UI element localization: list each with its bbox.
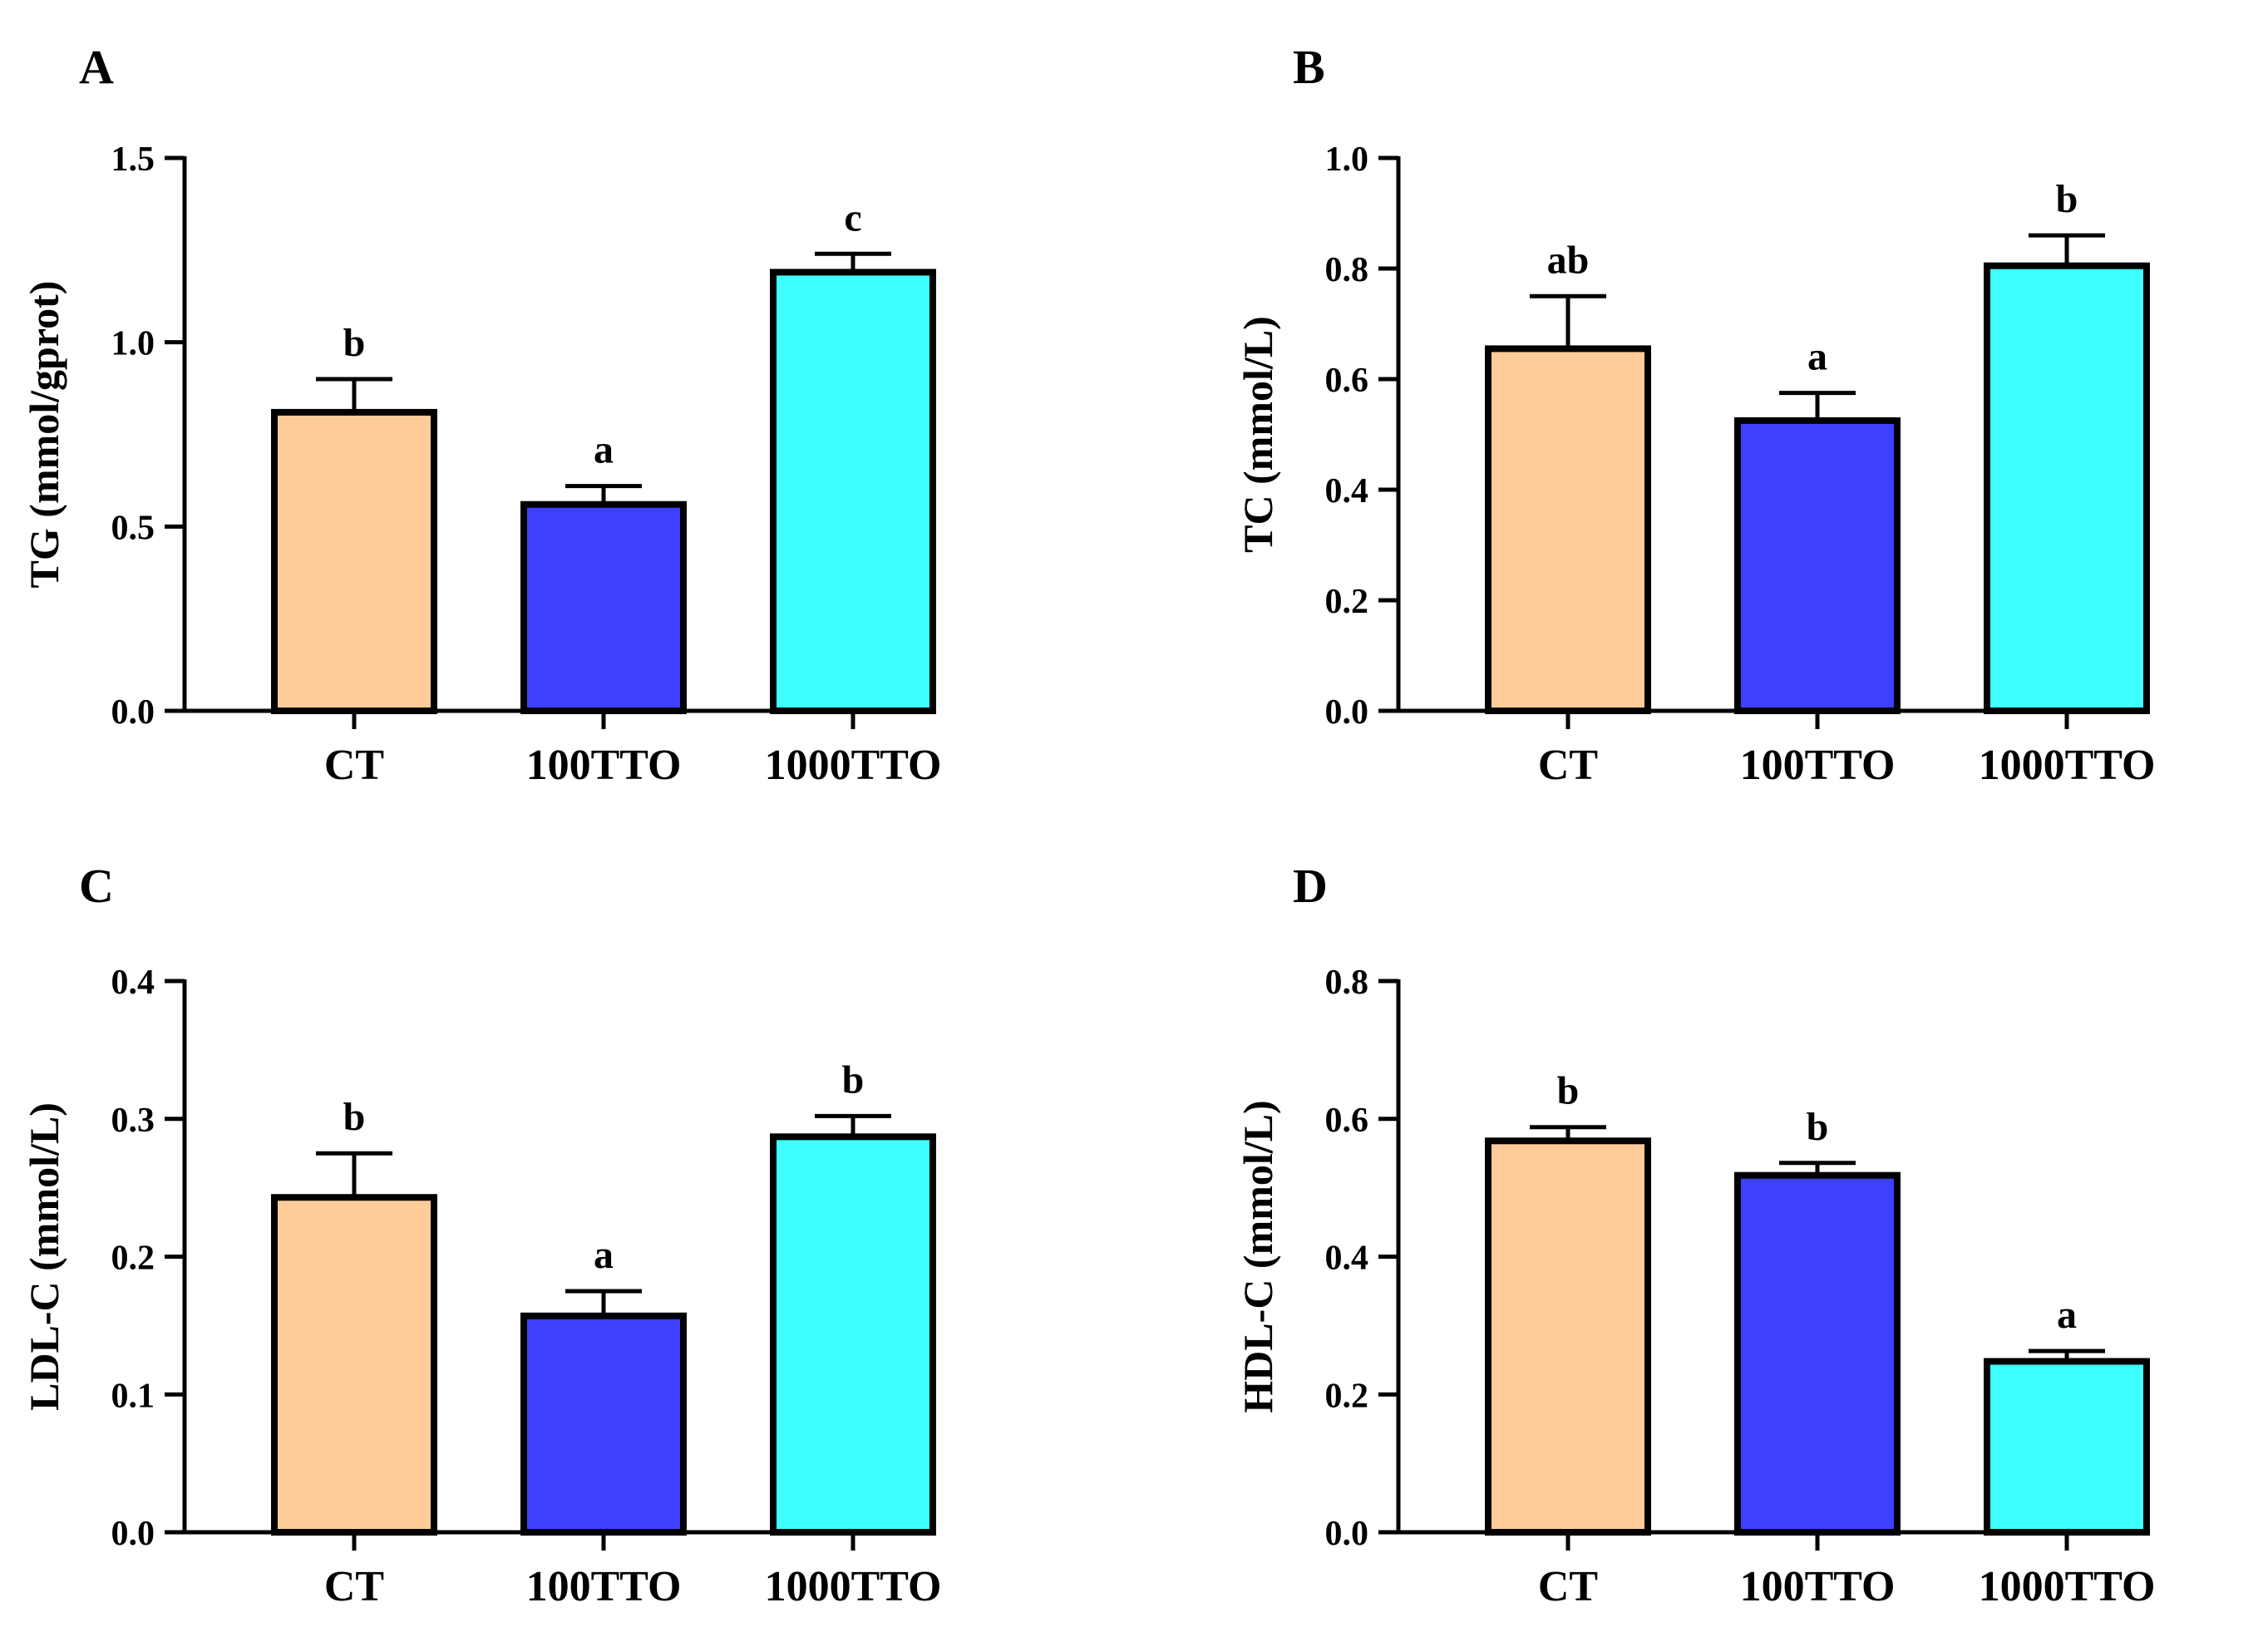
- bar-1000TTO: [1984, 262, 2150, 714]
- x-tick-label: 1000TTO: [1979, 742, 2156, 789]
- significance-letter: b: [2056, 177, 2078, 221]
- y-tick-label: 0.2: [1325, 1377, 1369, 1415]
- significance-letter: a: [2057, 1293, 2077, 1337]
- x-tick-label: 100TTO: [526, 1563, 682, 1610]
- y-tick-label: 0.6: [1325, 362, 1369, 400]
- x-tick-label: 100TTO: [1740, 742, 1896, 789]
- bar-100TTO: [1734, 417, 1901, 714]
- bar-100TTO: [520, 1312, 687, 1536]
- x-tick-label: CT: [1538, 742, 1598, 789]
- panel-label: D: [1293, 859, 1328, 913]
- y-tick-label: 1.5: [111, 141, 155, 179]
- bar-CT: [1485, 345, 1651, 714]
- y-tick-label: 0.6: [1325, 1102, 1369, 1140]
- bar-1000TTO: [1984, 1358, 2150, 1536]
- y-tick-label: 0.0: [1325, 693, 1369, 732]
- x-tick-label: 1000TTO: [765, 742, 942, 789]
- y-tick-label: 0.0: [111, 1515, 155, 1553]
- significance-letter: b: [1807, 1105, 1829, 1149]
- y-tick-label: 0.8: [1325, 964, 1369, 1002]
- y-tick-label: 1.0: [1325, 141, 1369, 179]
- y-tick-label: 0.0: [1325, 1515, 1369, 1553]
- x-tick-label: 1000TTO: [765, 1563, 942, 1610]
- y-axis-title: HDL-C (mmol/L): [1235, 1100, 1281, 1413]
- panel-label: B: [1293, 40, 1325, 94]
- bar-CT: [271, 1194, 437, 1536]
- y-tick-label: 0.4: [1325, 472, 1369, 510]
- y-tick-label: 0.1: [111, 1377, 155, 1415]
- x-tick-label: 100TTO: [1740, 1563, 1896, 1610]
- significance-letter: a: [594, 1233, 614, 1277]
- bar-CT: [1485, 1137, 1651, 1536]
- significance-letter: a: [1807, 335, 1827, 379]
- y-tick-label: 1.0: [111, 325, 155, 363]
- y-axis-title: TC (mmol/L): [1235, 316, 1281, 553]
- x-tick-label: CT: [324, 742, 384, 789]
- chart-panel-D: D HDL-C (mmol/L) 0.0 0.2 0.4 0.6 0.8 CT b 100TTO b…: [1235, 859, 2155, 1610]
- bar-1000TTO: [770, 269, 936, 714]
- y-tick-label: 0.3: [111, 1102, 155, 1140]
- y-tick-label: 0.2: [1325, 583, 1369, 621]
- significance-letter: b: [343, 321, 366, 365]
- panel-label: C: [79, 859, 114, 913]
- panel-label: A: [79, 40, 114, 94]
- y-tick-label: 0.4: [111, 964, 155, 1002]
- significance-letter: b: [842, 1058, 865, 1102]
- y-tick-label: 0.4: [1325, 1240, 1369, 1278]
- bar-1000TTO: [770, 1133, 936, 1536]
- y-tick-label: 0.2: [111, 1240, 155, 1278]
- significance-letter: b: [1557, 1069, 1580, 1113]
- significance-letter: ab: [1547, 238, 1590, 282]
- chart-panel-C: C LDL-C (mmol/L) 0.0 0.1 0.2 0.3 0.4 CT b 100TTO a…: [21, 859, 941, 1610]
- y-tick-label: 0.8: [1325, 251, 1369, 289]
- x-tick-label: 1000TTO: [1979, 1563, 2156, 1610]
- y-tick-label: 0.0: [111, 693, 155, 732]
- y-axis-title: TG (mmol/gprot): [21, 281, 67, 589]
- significance-letter: a: [594, 428, 614, 472]
- x-tick-label: 100TTO: [526, 742, 682, 789]
- bar-100TTO: [1734, 1171, 1901, 1536]
- bar-CT: [271, 408, 437, 714]
- significance-letter: c: [844, 195, 861, 239]
- significance-letter: b: [343, 1095, 366, 1139]
- y-axis-title: LDL-C (mmol/L): [21, 1102, 67, 1411]
- chart-panel-B: BTC (mmol/L)0.00.20.40.60.81.0CTab100TTO…: [1235, 40, 2155, 789]
- y-tick-label: 0.5: [111, 509, 155, 547]
- x-tick-label: CT: [324, 1563, 384, 1610]
- x-tick-label: CT: [1538, 1563, 1598, 1610]
- bar-100TTO: [520, 500, 687, 714]
- chart-panel-A: A TG (mmol/gprot) 0.0 0.5 1.0 1.5 CT b 100TTO a 10…: [21, 40, 941, 789]
